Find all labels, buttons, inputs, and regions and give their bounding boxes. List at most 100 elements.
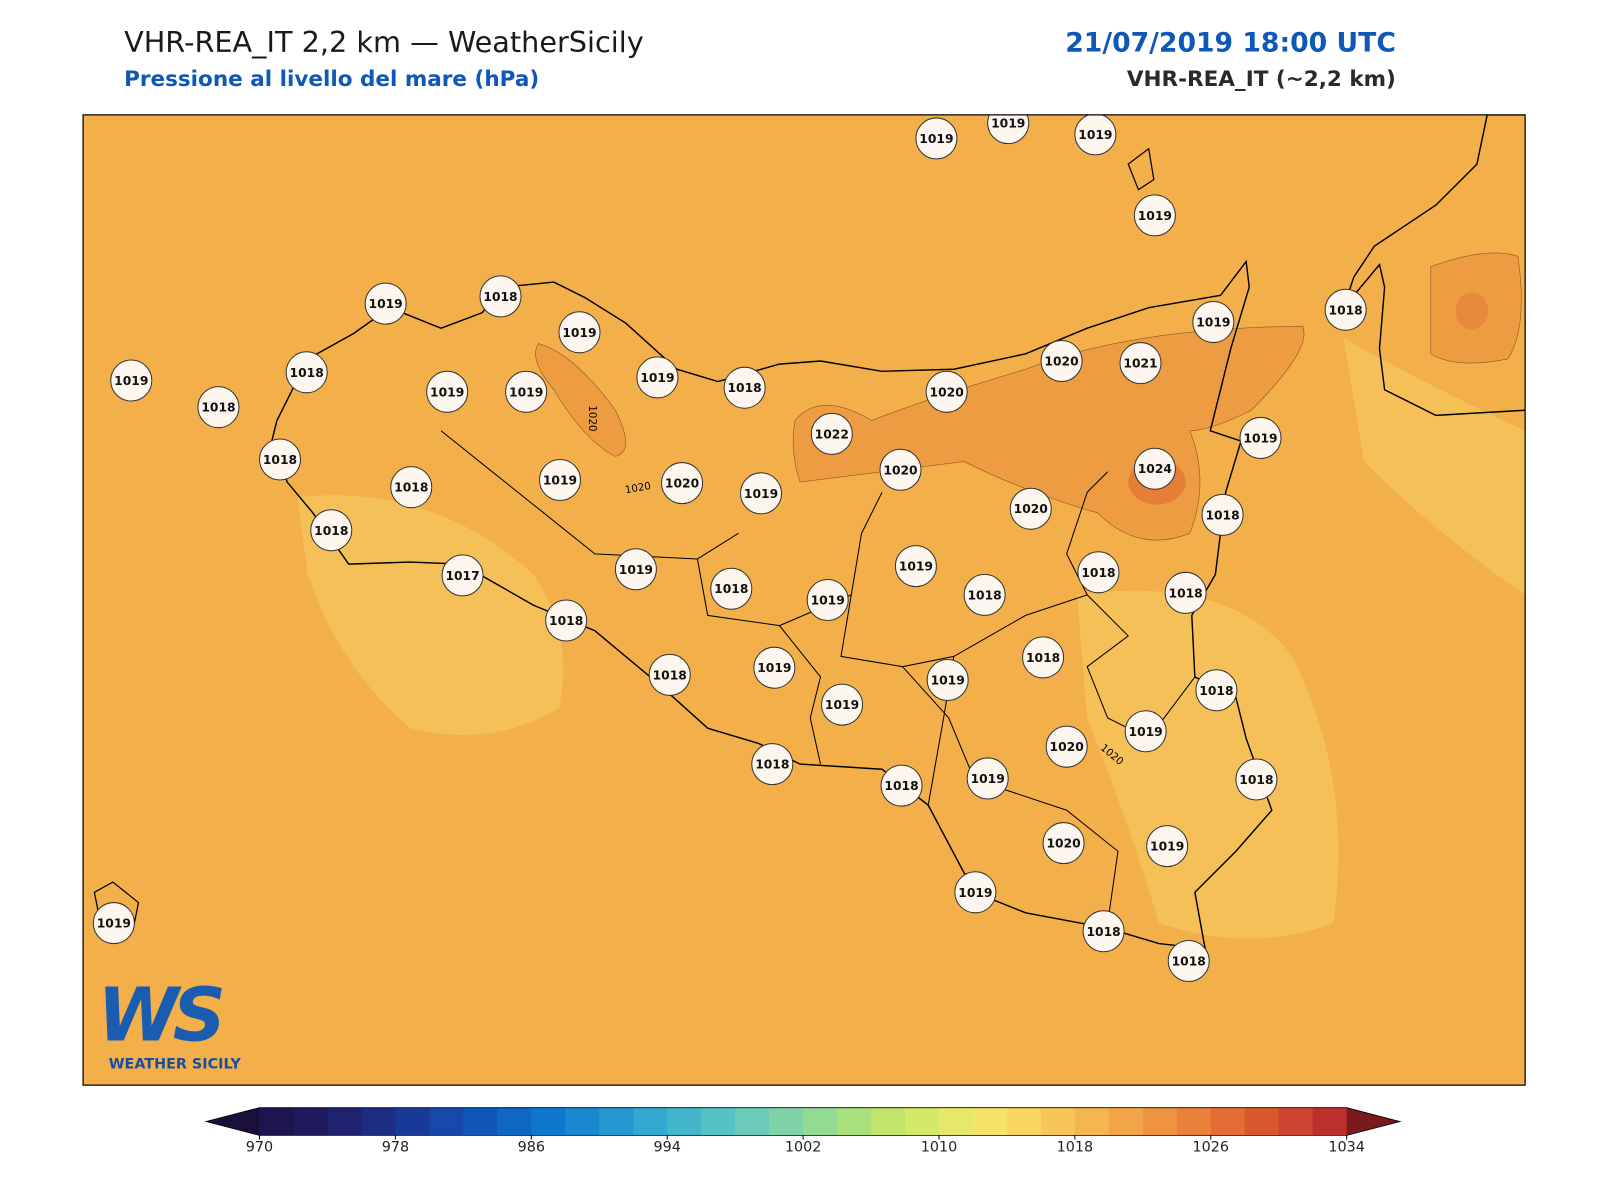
station-value: 1018 [727, 381, 761, 395]
station-marker [915, 117, 958, 160]
station-marker [966, 757, 1009, 800]
station-marker [1082, 910, 1125, 953]
station: 1018 [710, 567, 753, 610]
station: 1018 [648, 653, 691, 696]
station-value: 1018 [884, 779, 918, 793]
station-marker [723, 366, 766, 409]
station: 1019 [821, 683, 864, 726]
station: 1019 [1192, 301, 1235, 344]
colorbar-bin [565, 1107, 600, 1136]
colorbar-bin [1040, 1107, 1076, 1136]
station-value: 1018 [1026, 651, 1060, 665]
station-value: 1019 [509, 385, 543, 399]
station-value: 1020 [883, 463, 917, 477]
station-value: 1019 [971, 772, 1005, 786]
station-marker [880, 764, 923, 807]
station: 1018 [963, 573, 1006, 616]
station: 1019 [426, 370, 469, 413]
station-value: 1019 [919, 132, 953, 146]
station-marker [558, 311, 601, 354]
station-marker [614, 548, 657, 591]
station-marker [1239, 416, 1282, 459]
station: 1019 [915, 117, 958, 160]
station: 1019 [538, 458, 582, 502]
station: 1018 [258, 438, 302, 481]
colorbar-bin [1074, 1107, 1110, 1136]
colorbar-bin [463, 1107, 498, 1136]
station: 1018 [1077, 551, 1120, 594]
station-marker [1133, 447, 1176, 490]
station-marker [636, 356, 679, 399]
colorbar-tick-label: 994 [653, 1140, 680, 1156]
colorbar-bin [1278, 1107, 1314, 1136]
colorbar-bin [293, 1107, 328, 1136]
station: 1018 [723, 366, 766, 409]
colorbar-tick-label: 986 [518, 1140, 545, 1156]
station-value: 1018 [1172, 955, 1206, 969]
colorbar-bin [667, 1107, 702, 1136]
colorbar-bin [701, 1107, 736, 1136]
station-marker [538, 458, 582, 502]
station: 1019 [1146, 825, 1189, 868]
station: 1018 [880, 764, 923, 807]
station-value: 1019 [991, 117, 1025, 131]
station-marker [740, 472, 783, 515]
model: VHR-REA_IT (~2,2 km) [1127, 67, 1396, 92]
station-value: 1018 [314, 524, 348, 538]
colorbar-bin [972, 1107, 1008, 1136]
station-marker [810, 412, 853, 455]
station-value: 1024 [1138, 462, 1172, 476]
contour-zone [1455, 292, 1489, 330]
colorbar-bin [769, 1107, 804, 1136]
station-marker [1119, 342, 1162, 385]
station-value: 1020 [1046, 837, 1080, 851]
station: 1018 [1167, 940, 1210, 983]
station: 1019 [1074, 114, 1117, 156]
station-value: 1018 [549, 614, 583, 628]
station-value: 1021 [1123, 357, 1157, 371]
colorbar-bin [871, 1107, 906, 1136]
station: 1018 [197, 386, 240, 429]
station-marker [954, 871, 997, 914]
station-marker [987, 114, 1030, 145]
station-marker [1040, 340, 1083, 383]
island [1127, 147, 1155, 191]
colorbar-bin [1244, 1107, 1280, 1136]
colorbar-bin [429, 1107, 464, 1136]
station: 1019 [740, 472, 783, 515]
station-value: 1019 [640, 371, 674, 385]
station-value: 1019 [369, 297, 403, 311]
station-value: 1019 [430, 385, 464, 399]
station-value: 1019 [825, 698, 859, 712]
colorbar-tick-label: 1034 [1328, 1140, 1365, 1156]
station: 1020 [925, 370, 968, 413]
station-value: 1019 [1138, 209, 1172, 223]
datetime: 21/07/2019 18:00 UTC [1065, 28, 1396, 59]
station: 1019 [954, 871, 997, 914]
station-value: 1019 [811, 594, 845, 608]
station-marker [1201, 493, 1244, 536]
colorbar-bin [1176, 1107, 1212, 1136]
station-marker [925, 370, 968, 413]
colorbar-bin [1108, 1107, 1144, 1136]
station-marker [879, 448, 922, 491]
station-value: 1019 [931, 674, 965, 688]
station: 1019 [92, 902, 135, 945]
station: 1020 [661, 462, 704, 505]
colorbar-over [1346, 1107, 1400, 1136]
station-value: 1018 [263, 453, 297, 467]
station-value: 1018 [1086, 925, 1120, 939]
station: 1019 [926, 658, 969, 702]
station-value: 1018 [394, 481, 428, 495]
station: 1024 [1133, 447, 1176, 490]
station: 1020 [1040, 340, 1083, 383]
station: 1018 [1201, 493, 1244, 536]
station-value: 1018 [653, 668, 687, 682]
subtitle: Pressione al livello del mare (hPa) [124, 67, 539, 92]
station-value: 1018 [755, 758, 789, 772]
station-value: 1019 [1243, 431, 1277, 445]
station-marker [806, 578, 849, 622]
station-marker [753, 646, 796, 689]
station-value: 1018 [714, 582, 748, 596]
station-marker [1009, 487, 1052, 530]
